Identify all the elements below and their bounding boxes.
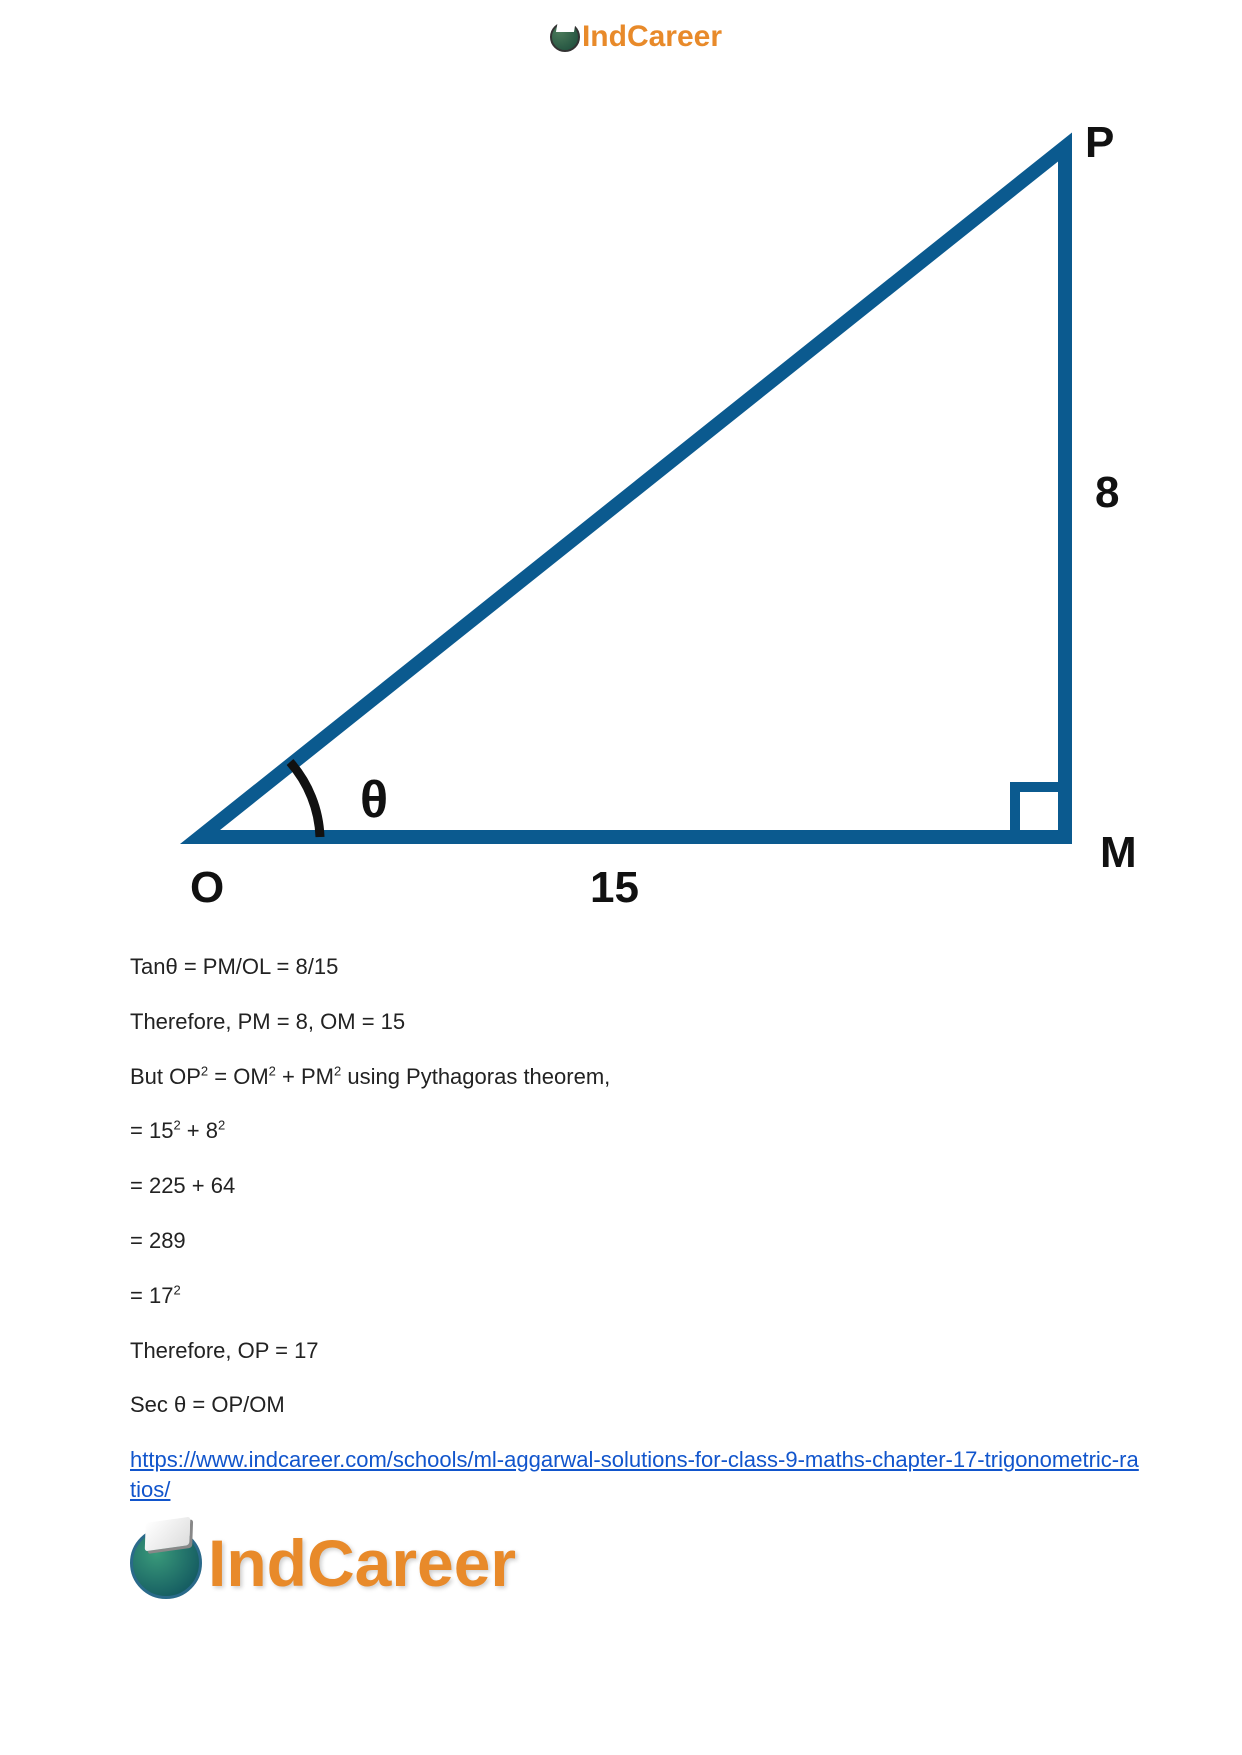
logo-globe-icon bbox=[550, 22, 580, 52]
solution-text: Tanθ = PM/OL = 8/15 Therefore, PM = 8, O… bbox=[130, 952, 1142, 1421]
angle-theta-label: θ bbox=[360, 771, 388, 829]
vertex-O-label: O bbox=[190, 863, 224, 912]
footer-globe-icon bbox=[130, 1527, 202, 1599]
source-url[interactable]: https://www.indcareer.com/schools/ml-agg… bbox=[130, 1447, 1139, 1502]
line-9: Sec θ = OP/OM bbox=[130, 1390, 1142, 1421]
line-6: = 289 bbox=[130, 1226, 1142, 1257]
line-4: = 152 + 82 bbox=[130, 1116, 1142, 1147]
vertex-P-label: P bbox=[1085, 118, 1114, 167]
right-angle-marker bbox=[1015, 787, 1065, 837]
vertex-M-label: M bbox=[1100, 828, 1137, 877]
triangle-diagram: θ O M P 15 8 bbox=[130, 97, 1150, 922]
page-container: IndCareer θ O M P 15 8 Tanθ = PM/OL = 8/… bbox=[0, 0, 1242, 1755]
line-1: Tanθ = PM/OL = 8/15 bbox=[130, 952, 1142, 983]
side-OM-label: 15 bbox=[590, 863, 639, 912]
source-link[interactable]: https://www.indcareer.com/schools/ml-agg… bbox=[130, 1445, 1142, 1504]
line-8: Therefore, OP = 17 bbox=[130, 1336, 1142, 1367]
triangle-svg: θ O M P 15 8 bbox=[130, 97, 1150, 917]
line-2: Therefore, PM = 8, OM = 15 bbox=[130, 1007, 1142, 1038]
line-3: But OP2 = OM2 + PM2 using Pythagoras the… bbox=[130, 1062, 1142, 1093]
triangle-shape bbox=[200, 147, 1065, 837]
line-7: = 172 bbox=[130, 1281, 1142, 1312]
line-5: = 225 + 64 bbox=[130, 1171, 1142, 1202]
footer-logo: IndCareer bbox=[130, 1525, 1142, 1601]
angle-arc bbox=[290, 762, 320, 837]
side-PM-label: 8 bbox=[1095, 468, 1119, 517]
footer-brand-name: IndCareer bbox=[208, 1525, 516, 1601]
brand-name: IndCareer bbox=[582, 20, 722, 54]
header-logo: IndCareer bbox=[130, 20, 1142, 57]
